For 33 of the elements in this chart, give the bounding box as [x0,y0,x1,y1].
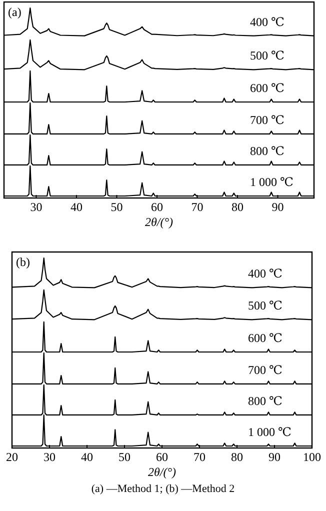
x-axis-title: 2θ/(°) [144,215,174,229]
series-label: 400 ℃ [250,14,284,29]
x-tick-label: 60 [156,450,168,464]
x-tick-label: 100 [303,450,321,464]
series-label: 600 ℃ [248,331,282,345]
x-tick-label: 50 [118,450,130,464]
x-tick-label: 30 [30,200,42,214]
x-tick-label: 70 [191,200,204,214]
annotation: (a) [8,5,22,19]
series-label: 800 ℃ [248,394,282,408]
x-tick-label: 40 [81,450,93,464]
x-axis-title: 2θ/(°) [148,465,176,479]
x-tick-label: 90 [268,450,280,464]
series-label: 1 000 ℃ [248,425,292,439]
series-label: 400 ℃ [248,266,282,281]
x-tick-label: 60 [150,200,163,214]
x-tick-label: 70 [194,450,206,464]
series-label: 500 ℃ [250,48,284,63]
series-label: 1 000 ℃ [250,175,294,189]
series-label: 800 ℃ [250,144,284,158]
text: (a) —Method 1; (b) —Method 2 [91,483,235,495]
x-tick-label: 80 [231,450,243,464]
x-tick-label: 20 [6,450,18,464]
x-tick-label: 50 [110,200,123,214]
series-label: 500 ℃ [248,298,282,313]
series-label: 700 ℃ [248,362,282,377]
x-tick-label: 90 [272,200,284,214]
series-label: 600 ℃ [250,81,284,95]
x-tick-label: 30 [44,450,56,464]
x-tick-label: 40 [70,200,82,214]
x-tick-label: 80 [232,200,244,214]
series-label: 700 ℃ [250,112,284,127]
annotation: (b) [16,255,30,269]
